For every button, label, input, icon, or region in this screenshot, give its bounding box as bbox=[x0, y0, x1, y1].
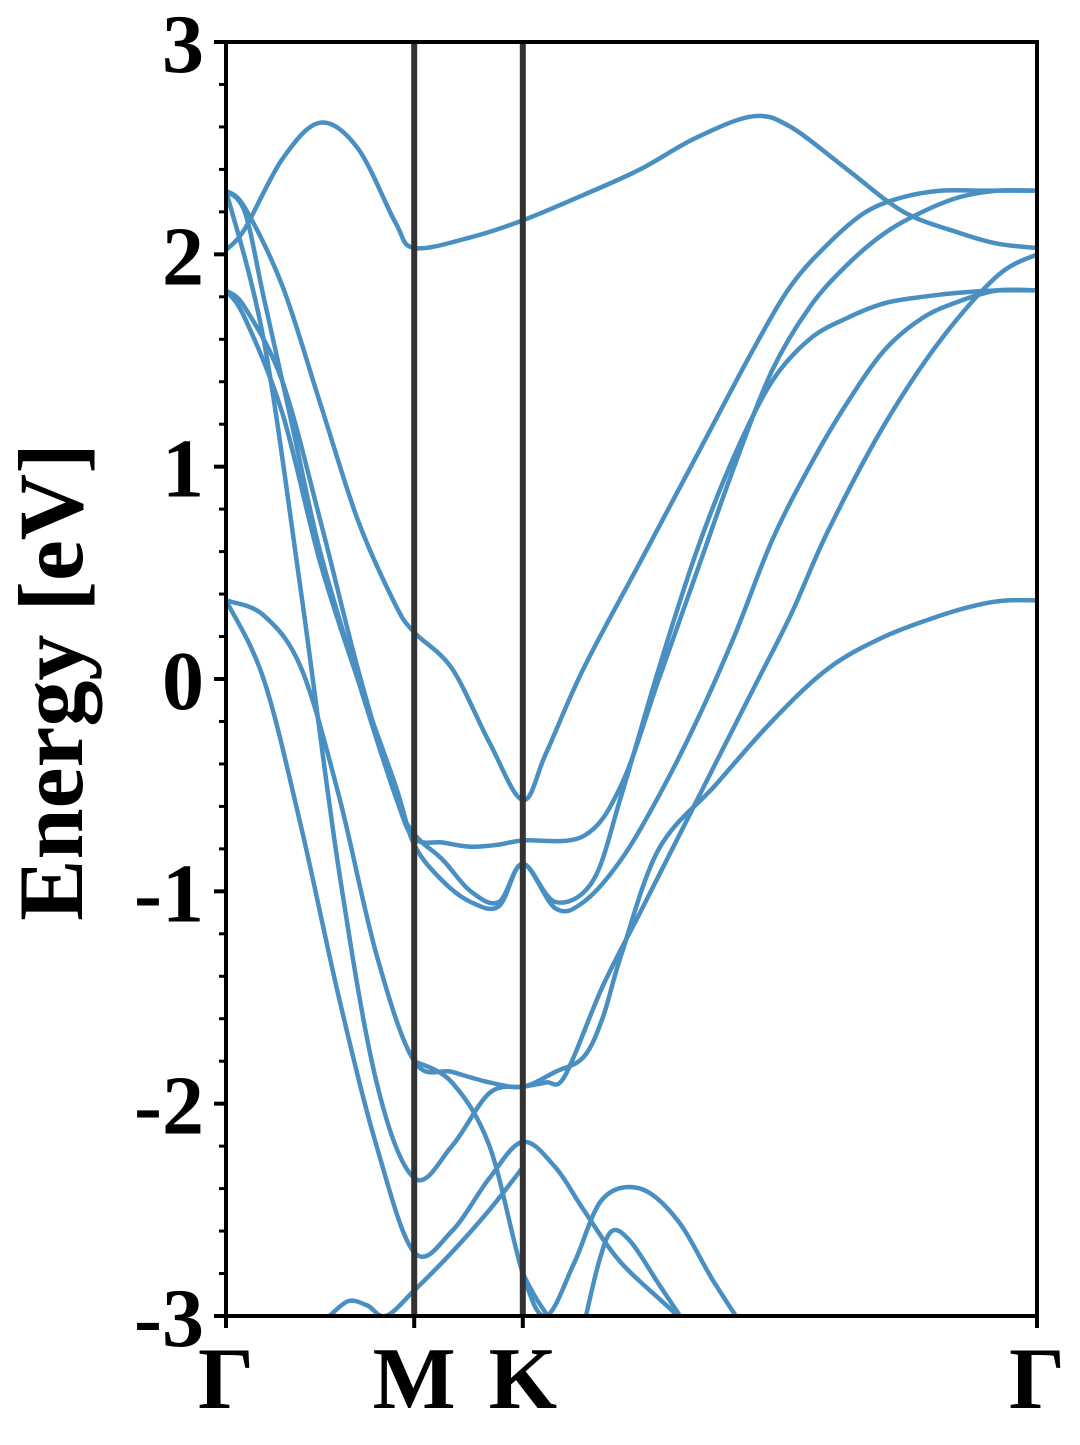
band-line-2 bbox=[226, 187, 1037, 803]
x-tick-label-M: M bbox=[373, 1331, 456, 1428]
kpoint-dividers bbox=[411, 42, 526, 1316]
band-line-4 bbox=[226, 288, 1037, 906]
x-tick-label-Γ: Γ bbox=[198, 1331, 254, 1428]
y-tick-label: 1 bbox=[162, 423, 204, 516]
y-ticks: -3 -2 -1 0 1 2 3 bbox=[134, 0, 226, 1365]
band-line-9 bbox=[411, 1058, 739, 1316]
y-axis-label: Energy [eV] bbox=[0, 443, 102, 921]
band-line-5 bbox=[226, 287, 1037, 914]
y-tick-label: -2 bbox=[134, 1060, 204, 1153]
y-tick-label: 0 bbox=[162, 635, 204, 728]
band-line-7 bbox=[226, 188, 1037, 1183]
band-line-10 bbox=[327, 1165, 526, 1316]
band-line-8 bbox=[226, 598, 681, 1316]
band-line-6 bbox=[226, 597, 1037, 1090]
plot-frame bbox=[224, 40, 1039, 1318]
x-tick-label-Γ: Γ bbox=[1009, 1331, 1065, 1428]
y-tick-label: 2 bbox=[162, 210, 204, 303]
y-tick-label: -3 bbox=[134, 1272, 204, 1365]
y-tick-label: -1 bbox=[134, 847, 204, 940]
band-line-12 bbox=[583, 1227, 683, 1316]
band-line-11 bbox=[520, 1271, 551, 1316]
band-line-1 bbox=[226, 113, 1037, 253]
x-tick-label-K: K bbox=[489, 1331, 557, 1428]
y-tick-label: 3 bbox=[162, 0, 204, 91]
band-line-3 bbox=[226, 187, 1037, 850]
bands-group bbox=[226, 113, 1037, 1316]
